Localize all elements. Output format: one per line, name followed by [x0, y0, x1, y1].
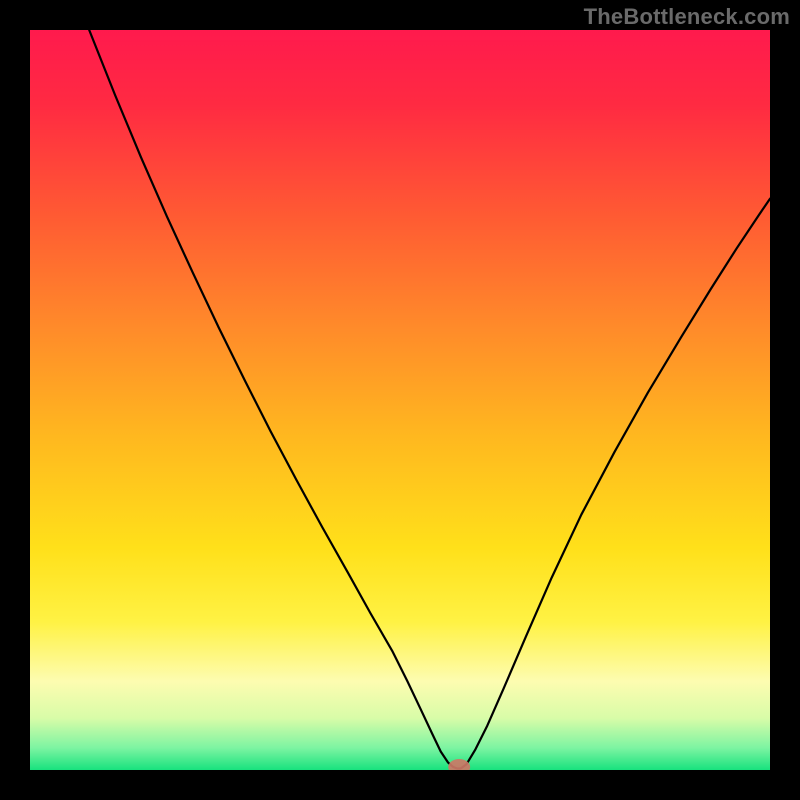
plot-background — [30, 30, 770, 770]
border-bottom — [0, 770, 800, 800]
bottleneck-chart — [0, 0, 800, 800]
chart-container: TheBottleneck.com — [0, 0, 800, 800]
watermark-text: TheBottleneck.com — [584, 4, 790, 30]
border-left — [0, 0, 30, 800]
border-right — [770, 0, 800, 800]
